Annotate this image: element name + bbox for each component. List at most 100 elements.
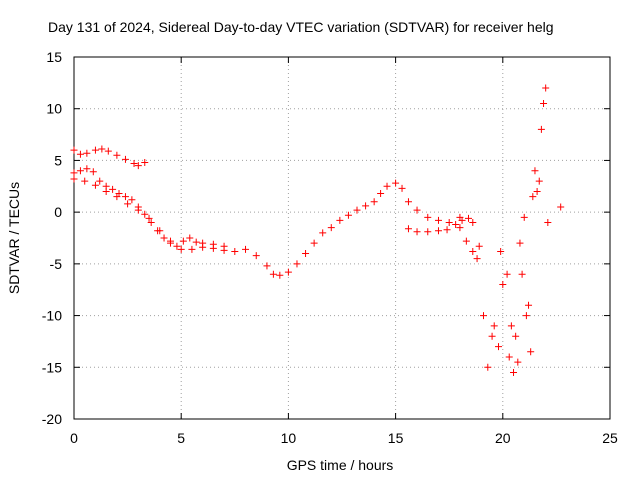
data-series xyxy=(404,216,466,236)
data-point xyxy=(557,203,565,211)
data-point xyxy=(542,84,550,92)
data-point xyxy=(76,150,84,158)
data-point xyxy=(490,322,498,330)
data-point xyxy=(263,262,271,270)
y-tick-label: 10 xyxy=(46,101,62,117)
data-point xyxy=(531,167,539,175)
data-point xyxy=(370,198,378,206)
data-point xyxy=(480,312,488,320)
data-point xyxy=(83,149,91,157)
data-point xyxy=(540,100,548,108)
data-point xyxy=(443,226,451,234)
data-point xyxy=(469,218,477,226)
data-point xyxy=(434,227,442,235)
data-point xyxy=(134,206,142,214)
data-point xyxy=(130,160,138,168)
data-point xyxy=(527,348,535,356)
y-tick-label: 0 xyxy=(54,204,62,220)
data-point xyxy=(231,247,239,255)
data-point xyxy=(514,358,522,366)
y-tick-label: -20 xyxy=(42,411,62,427)
data-point xyxy=(505,353,513,361)
x-tick-label: 0 xyxy=(70,430,78,446)
data-point xyxy=(124,200,132,208)
data-point xyxy=(160,234,168,242)
data-point xyxy=(319,229,327,237)
data-point xyxy=(98,145,106,153)
data-point xyxy=(495,343,503,351)
data-point xyxy=(141,210,149,218)
y-tick-label: 15 xyxy=(46,49,62,65)
data-point xyxy=(145,214,153,222)
data-point xyxy=(70,169,78,177)
data-point xyxy=(83,165,91,173)
x-tick-label: 5 xyxy=(177,430,185,446)
data-point xyxy=(529,193,537,201)
grid-layer xyxy=(74,57,610,419)
data-point xyxy=(96,177,104,185)
data-point xyxy=(456,213,464,221)
data-point xyxy=(109,185,117,193)
data-point xyxy=(484,363,492,371)
data-point xyxy=(404,225,412,233)
data-point xyxy=(413,228,421,236)
data-point xyxy=(128,196,136,204)
data-point xyxy=(121,193,129,201)
data-series xyxy=(456,84,565,376)
data-point xyxy=(70,175,78,183)
data-point xyxy=(520,213,528,221)
data-point xyxy=(434,216,442,224)
x-axis-title: GPS time / hours xyxy=(287,457,394,473)
data-series xyxy=(70,165,481,279)
data-point xyxy=(469,247,477,255)
data-point xyxy=(499,281,507,289)
data-point xyxy=(173,242,181,250)
data-point xyxy=(113,193,121,201)
y-tick-label: 5 xyxy=(54,152,62,168)
data-point xyxy=(503,270,511,278)
data-point xyxy=(89,168,97,176)
data-point xyxy=(404,198,412,206)
data-point xyxy=(518,270,526,278)
data-point xyxy=(445,218,453,226)
data-series xyxy=(70,145,149,170)
plot-frame xyxy=(73,56,611,420)
data-point xyxy=(456,224,464,232)
data-point xyxy=(510,368,518,376)
data-point xyxy=(362,202,370,210)
data-point xyxy=(209,244,217,252)
data-point xyxy=(199,243,207,251)
data-point xyxy=(220,246,228,254)
data-point xyxy=(488,332,496,340)
data-point xyxy=(522,312,530,320)
data-point xyxy=(535,177,543,185)
data-point xyxy=(147,218,155,226)
y-tick-label: -10 xyxy=(42,308,62,324)
data-point xyxy=(424,213,432,221)
data-point xyxy=(302,250,310,258)
y-tick-label: -15 xyxy=(42,359,62,375)
data-point xyxy=(383,182,391,190)
data-point xyxy=(413,206,421,214)
data-point xyxy=(104,147,112,155)
data-point xyxy=(344,211,352,219)
data-point xyxy=(141,158,149,166)
data-point xyxy=(525,301,533,309)
data-point xyxy=(537,125,545,133)
x-tick-label: 25 xyxy=(602,430,618,446)
data-point xyxy=(544,218,552,226)
data-point xyxy=(177,245,185,253)
y-tick-label: -5 xyxy=(50,256,63,272)
data-point xyxy=(269,270,277,278)
data-point xyxy=(113,151,121,159)
data-point xyxy=(76,167,84,175)
data-point xyxy=(91,181,99,189)
data-point xyxy=(81,177,89,185)
data-point xyxy=(452,221,460,229)
data-point xyxy=(179,237,187,245)
data-point xyxy=(392,179,400,187)
data-point xyxy=(497,247,505,255)
data-point xyxy=(310,239,318,247)
data-point xyxy=(533,187,541,195)
